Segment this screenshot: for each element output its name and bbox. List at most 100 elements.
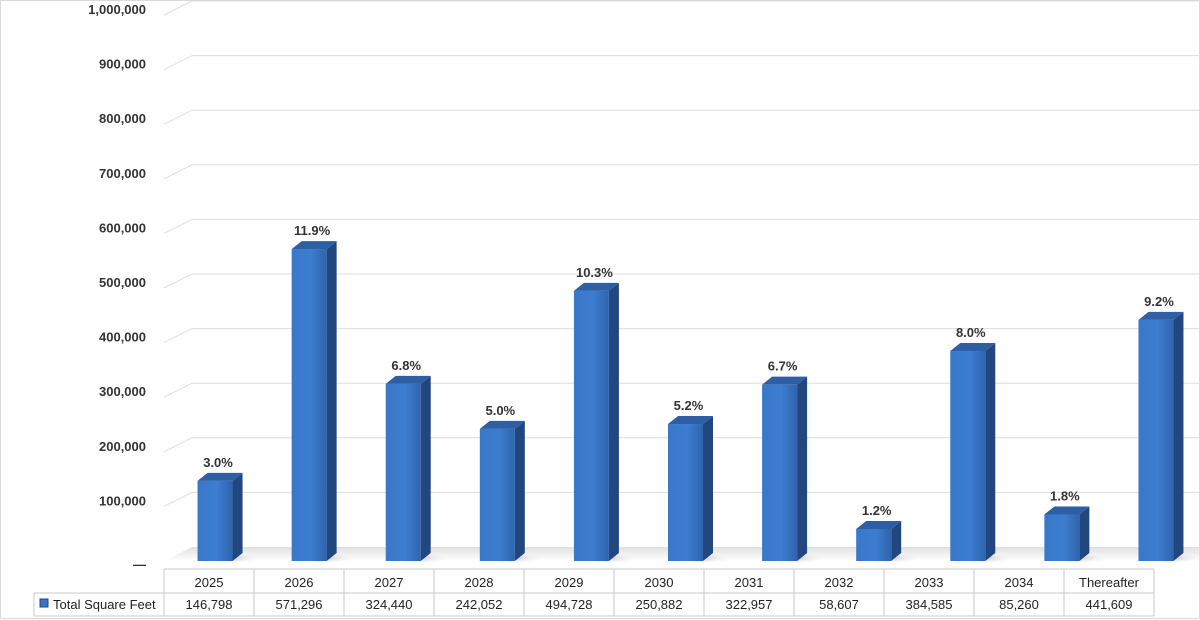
table-value: 146,798	[186, 597, 233, 612]
gridline	[163, 328, 1199, 344]
bar-top	[291, 241, 337, 250]
y-tick-label: 600,000	[99, 220, 146, 235]
y-tick-label: 100,000	[99, 493, 146, 508]
bar-front	[950, 351, 986, 561]
gridline	[163, 491, 1199, 507]
category-label: 2031	[735, 575, 764, 590]
bar-2030	[665, 416, 734, 564]
category-label: Thereafter	[1079, 575, 1140, 590]
category-label: 2030	[645, 575, 674, 590]
data-label: 6.7%	[768, 359, 798, 374]
table-value: 322,957	[726, 597, 773, 612]
table-value: 58,607	[819, 597, 859, 612]
bar-top	[1044, 506, 1090, 515]
legend-series-name: Total Square Feet	[53, 597, 156, 612]
bar-front	[668, 424, 703, 561]
bar-side	[326, 241, 337, 561]
y-tick-label: —	[133, 557, 146, 572]
bar-top	[479, 420, 525, 429]
data-label: 11.9%	[294, 223, 331, 238]
bar-side	[514, 420, 525, 561]
bar-front	[197, 480, 233, 561]
bar-top	[385, 375, 431, 384]
table-value: 384,585	[906, 597, 953, 612]
data-label: 1.8%	[1050, 488, 1080, 503]
bar-side	[703, 416, 713, 561]
data-label: 5.2%	[674, 398, 704, 413]
bar-top	[1138, 311, 1184, 320]
legend-swatch	[39, 598, 49, 608]
table-value: 250,882	[636, 597, 683, 612]
category-label: 2027	[375, 575, 404, 590]
bar-side	[891, 521, 902, 561]
bar-front	[762, 384, 798, 561]
bar-side	[420, 375, 431, 561]
y-tick-label: 1,000,000	[88, 2, 146, 17]
bar-2032	[853, 521, 922, 564]
bar-top	[856, 521, 902, 530]
bar-front	[1044, 514, 1080, 561]
bar-front	[291, 249, 327, 561]
bar-side	[1173, 311, 1184, 561]
gridline	[163, 273, 1199, 289]
bar-front	[1138, 319, 1174, 561]
bar-top	[573, 282, 619, 291]
bar-2026	[289, 241, 358, 564]
y-tick-label: 900,000	[99, 57, 146, 72]
table-value: 441,609	[1086, 597, 1133, 612]
data-label: 9.2%	[1144, 294, 1174, 309]
data-label: 3.0%	[203, 455, 233, 470]
y-tick-label: 200,000	[99, 439, 146, 454]
bar-2025	[195, 472, 264, 564]
table-value: 324,440	[366, 597, 413, 612]
data-table: Total Square Feet 2025 146,798 2026 571,296 2…	[33, 568, 1155, 617]
gridline	[163, 109, 1199, 125]
bar-thereafter	[1135, 311, 1200, 564]
bar-side	[985, 343, 996, 561]
gridline	[163, 1, 1199, 16]
y-tick-label: 300,000	[99, 384, 146, 399]
y-tick-label: 500,000	[99, 275, 146, 290]
data-label: 5.0%	[485, 403, 515, 418]
category-label: 2034	[1005, 575, 1034, 590]
gridline	[163, 382, 1199, 398]
y-tick-label: 800,000	[99, 111, 146, 126]
bar-2033	[947, 343, 1016, 564]
gridline	[163, 55, 1199, 71]
bar-front	[385, 383, 421, 561]
data-labels: 3.0% 11.9% 6.8% 5.0% 10.3% 5.2% 6.7% 1.2% 8.0% 1.…	[203, 223, 1174, 518]
bar-front	[573, 290, 609, 561]
table-value: 494,728	[546, 597, 593, 612]
bar-2027	[383, 375, 452, 564]
table-value: 242,052	[456, 597, 503, 612]
bar-top	[950, 343, 996, 352]
bar-2031	[759, 376, 828, 564]
table-value: 571,296	[276, 597, 323, 612]
bar-front	[856, 529, 892, 561]
bar-top	[197, 472, 243, 481]
bar-side	[1079, 506, 1090, 561]
category-label: 2029	[555, 575, 584, 590]
bar-side	[608, 282, 619, 561]
y-tick-label: 700,000	[99, 166, 146, 181]
gridline	[163, 218, 1199, 234]
y-axis-ticks: — 100,000 200,000 300,000 400,000 500,000 600,…	[88, 2, 146, 572]
bar-2029	[571, 282, 640, 564]
bar-side	[797, 376, 808, 561]
bar-side	[232, 472, 243, 561]
data-label: 8.0%	[956, 325, 986, 340]
category-label: 2028	[465, 575, 494, 590]
data-label: 1.2%	[862, 503, 892, 518]
gridline	[163, 164, 1199, 180]
category-label: 2026	[285, 575, 314, 590]
data-label: 10.3%	[576, 265, 613, 280]
bar-2034	[1041, 506, 1110, 564]
bar-front	[479, 428, 515, 561]
category-label: 2025	[195, 575, 224, 590]
table-value: 85,260	[999, 597, 1039, 612]
category-label: 2033	[915, 575, 944, 590]
y-tick-label: 400,000	[99, 330, 146, 345]
bar-top	[762, 376, 808, 385]
